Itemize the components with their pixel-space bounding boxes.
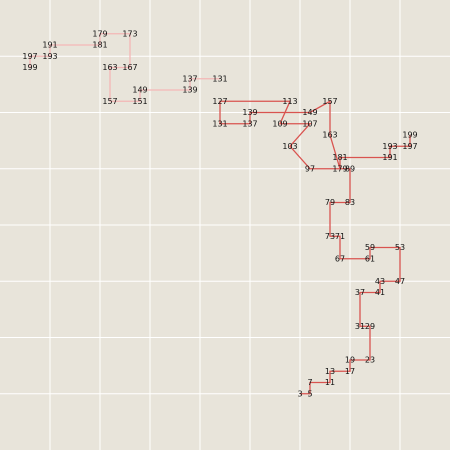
point-label: 103 (282, 142, 297, 151)
point-label: 163 (322, 131, 337, 140)
point-label: 181 (332, 153, 347, 162)
point-label: 173 (122, 29, 137, 38)
point-label: 139 (182, 86, 197, 95)
point-label: 131 (212, 74, 227, 83)
point-label: 137 (182, 74, 197, 83)
point-label: 23 (365, 356, 375, 365)
point-label: 197 (22, 52, 37, 61)
point-label: 109 (272, 119, 287, 128)
point-label: 83 (345, 198, 355, 207)
point-label: 43 (375, 277, 385, 286)
point-label: 17 (345, 367, 355, 376)
point-label: 179 (92, 29, 107, 38)
point-label: 107 (302, 119, 317, 128)
point-label: 191 (382, 153, 397, 162)
point-label: 41 (375, 288, 385, 297)
path-line (29, 33, 220, 102)
point-label: 131 (212, 119, 227, 128)
point-label: 199 (22, 63, 37, 72)
point-label: 199 (402, 131, 417, 140)
point-label: 193 (42, 52, 57, 61)
point-label: 11 (325, 378, 335, 387)
path-line (219, 100, 411, 395)
point-label: 37 (355, 288, 365, 297)
point-label: 97 (305, 164, 315, 173)
point-label: 157 (102, 97, 117, 106)
point-label: 73 (325, 232, 335, 241)
point-label: 191 (42, 41, 57, 50)
point-label: 163 (102, 63, 117, 72)
point-label: 89 (345, 164, 355, 173)
point-label: 59 (365, 243, 375, 252)
point-label: 181 (92, 41, 107, 50)
point-label: 193 (382, 142, 397, 151)
point-label: 71 (335, 232, 345, 241)
point-label: 179 (332, 164, 347, 173)
point-label: 167 (122, 63, 137, 72)
point-label: 3 (297, 389, 302, 398)
point-label: 157 (322, 97, 337, 106)
point-label: 79 (325, 198, 335, 207)
point-label: 19 (345, 356, 355, 365)
point-label: 7 (307, 378, 312, 387)
point-label: 127 (212, 97, 227, 106)
point-label: 67 (335, 254, 345, 263)
point-label: 47 (395, 277, 405, 286)
point-label: 53 (395, 243, 405, 252)
point-label: 197 (402, 142, 417, 151)
point-label: 31 (355, 322, 365, 331)
point-label: 151 (132, 97, 147, 106)
point-label: 149 (302, 108, 317, 117)
point-label: 5 (307, 389, 312, 398)
point-label: 13 (325, 367, 335, 376)
point-label: 61 (365, 254, 375, 263)
point-label: 149 (132, 86, 147, 95)
point-label: 113 (282, 97, 297, 106)
point-label: 137 (242, 119, 257, 128)
point-label: 29 (365, 322, 375, 331)
point-label: 139 (242, 108, 257, 117)
